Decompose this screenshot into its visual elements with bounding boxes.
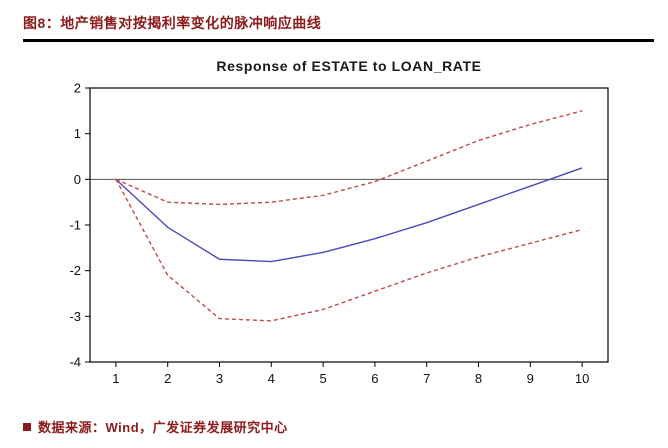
svg-text:2: 2 — [74, 81, 81, 96]
data-source-text: 数据来源：Wind，广发证券发展研究中心 — [38, 420, 288, 435]
chart-title: Response of ESTATE to LOAN_RATE — [216, 58, 482, 74]
impulse-response-chart: 210-1-2-3-41 2 3 4 5 6 7 8 9 10 — [69, 81, 609, 386]
svg-text:-3: -3 — [69, 309, 81, 324]
svg-text:-2: -2 — [69, 263, 81, 278]
svg-text:1: 1 — [112, 371, 119, 386]
svg-text:-4: -4 — [69, 355, 81, 370]
svg-text:4: 4 — [268, 371, 275, 386]
svg-text:7: 7 — [423, 371, 430, 386]
figure-title: 图8：地产销售对按揭利率变化的脉冲响应曲线 — [23, 15, 322, 31]
svg-text:1: 1 — [74, 126, 81, 141]
svg-text:5: 5 — [319, 371, 326, 386]
svg-text:10: 10 — [575, 371, 589, 386]
svg-text:3: 3 — [216, 371, 223, 386]
svg-text:6: 6 — [371, 371, 378, 386]
chart-container: Response of ESTATE to LOAN_RATE 2 1 0 -1 -2-… — [0, 42, 668, 417]
svg-text:8: 8 — [475, 371, 482, 386]
svg-text:2: 2 — [164, 371, 171, 386]
figure-footer: 数据来源：Wind，广发证券发展研究中心 — [0, 417, 668, 448]
header-divider — [23, 39, 654, 42]
svg-text:9: 9 — [527, 371, 534, 386]
svg-text:-1: -1 — [69, 218, 81, 233]
figure-header: 图8：地产销售对按揭利率变化的脉冲响应曲线 — [0, 0, 668, 33]
svg-text:0: 0 — [74, 172, 81, 187]
source-bullet-icon — [23, 422, 31, 431]
